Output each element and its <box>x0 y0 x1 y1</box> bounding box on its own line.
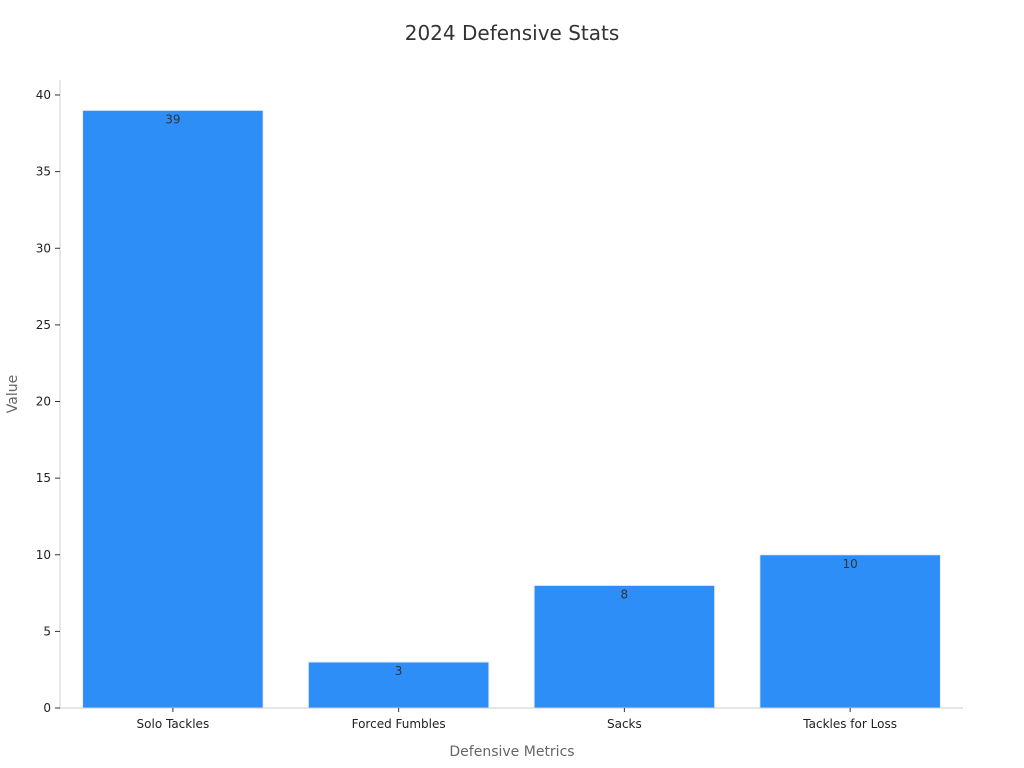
y-tick-label: 25 <box>36 318 51 332</box>
y-tick-label: 30 <box>36 241 51 255</box>
x-tick-label: Sacks <box>607 717 642 731</box>
chart-title: 2024 Defensive Stats <box>405 21 620 45</box>
y-tick-label: 20 <box>36 395 51 409</box>
data-label-forced-fumbles: 3 <box>395 664 403 678</box>
data-labels: 39 3 8 10 <box>165 112 858 678</box>
y-tick-label: 10 <box>36 548 51 562</box>
plot-area: 39 3 8 10 0 5 10 15 20 25 30 35 40 Solo Tackles Forc… <box>36 80 963 731</box>
y-tick-label: 0 <box>43 701 51 715</box>
bars <box>82 109 941 709</box>
bar-forced-fumbles <box>307 661 490 709</box>
bar-solo-tackles <box>82 109 264 709</box>
bar-sacks <box>533 584 716 709</box>
x-tick-label: Solo Tackles <box>137 717 210 731</box>
x-tick-label: Tackles for Loss <box>802 717 897 731</box>
y-tick-label: 5 <box>43 624 51 638</box>
data-label-solo-tackles: 39 <box>165 112 180 126</box>
x-ticks: Solo Tackles Forced Fumbles Sacks Tackles f… <box>137 708 897 731</box>
y-ticks: 0 5 10 15 20 25 30 35 40 <box>36 88 60 715</box>
y-tick-label: 40 <box>36 88 51 102</box>
y-axis-label: Value <box>5 375 21 413</box>
y-tick-label: 15 <box>36 471 51 485</box>
bar-tackles-for-loss <box>759 554 941 709</box>
data-label-sacks: 8 <box>621 587 629 601</box>
y-tick-label: 35 <box>36 165 51 179</box>
data-label-tackles-for-loss: 10 <box>842 557 857 571</box>
x-tick-label: Forced Fumbles <box>352 717 446 731</box>
x-axis-label: Defensive Metrics <box>449 744 574 760</box>
